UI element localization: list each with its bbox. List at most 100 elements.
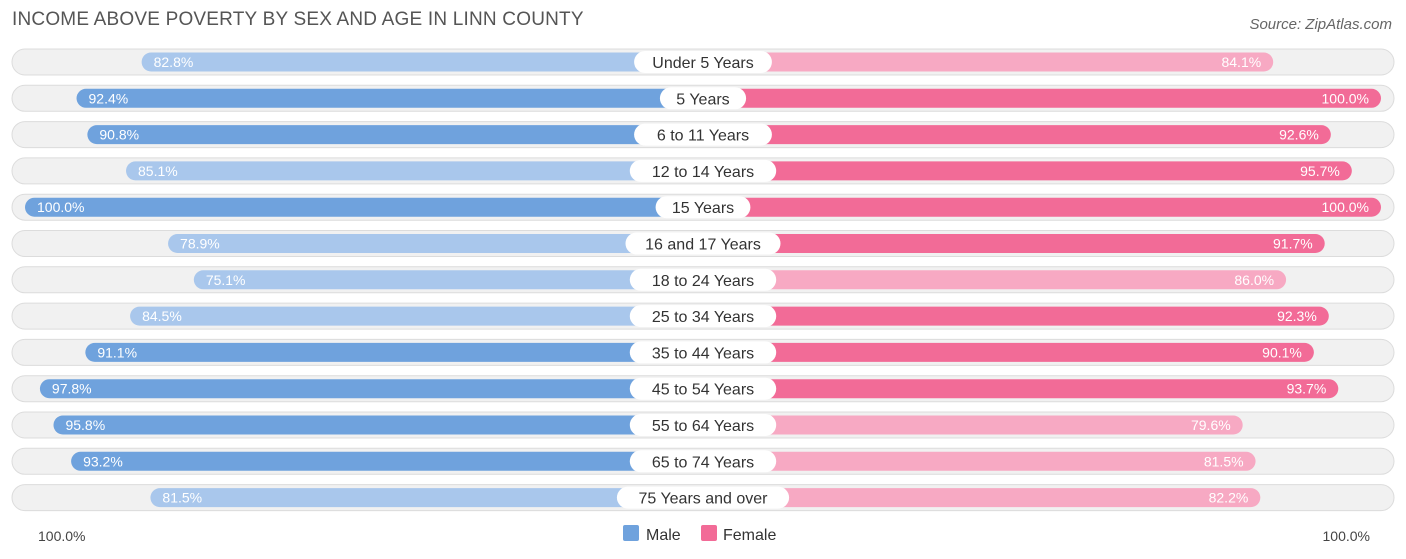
value-label-female: 81.5%: [1204, 453, 1244, 469]
value-label-female: 93.7%: [1287, 381, 1327, 397]
value-label-female: 92.6%: [1279, 127, 1319, 143]
category-label: 25 to 34 Years: [652, 309, 754, 326]
bar-male: [150, 488, 703, 508]
category-label: 6 to 11 Years: [657, 128, 749, 145]
axis-left-label: 100.0%: [38, 528, 85, 544]
category-label-background: [634, 51, 772, 73]
bar-female: [703, 415, 1243, 435]
category-label: 16 and 17 Years: [645, 237, 761, 254]
value-label-male: 81.5%: [162, 490, 202, 506]
category-label-background: [629, 268, 777, 291]
bar-male: [130, 306, 704, 326]
legend-male-label: Male: [646, 527, 681, 544]
value-label-female: 91.7%: [1273, 236, 1313, 252]
bar-male: [25, 197, 703, 217]
bar-female: [703, 125, 1331, 145]
value-label-female: 100.0%: [1322, 199, 1369, 215]
bar-male: [126, 161, 704, 181]
bar-female: [703, 161, 1352, 181]
category-label: 65 to 74 Years: [652, 454, 754, 471]
category-label: 45 to 54 Years: [652, 382, 754, 399]
axis-right-label: 100.0%: [1323, 528, 1370, 544]
value-label-male: 78.9%: [180, 236, 220, 252]
value-label-female: 92.3%: [1277, 308, 1317, 324]
category-label: 75 Years and over: [639, 491, 769, 508]
legend-male-swatch: [623, 525, 639, 541]
value-label-male: 92.4%: [89, 90, 129, 106]
chart-row: 91.1% 90.1% 35 to 44 Years: [11, 338, 1395, 366]
chart-row: 78.9% 91.7% 16 and 17 Years: [11, 230, 1395, 257]
bar-male: [193, 270, 703, 290]
chart-row: 75.1% 86.0% 18 to 24 Years: [11, 266, 1395, 294]
category-label-background: [629, 341, 777, 364]
chart-row: 85.1% 95.7% 12 to 14 Years: [11, 157, 1395, 185]
bar-male: [76, 88, 703, 108]
bar-female: [703, 306, 1329, 326]
category-label: Under 5 Years: [652, 55, 753, 72]
value-label-male: 91.1%: [97, 344, 137, 360]
bar-male: [168, 234, 704, 253]
category-label-background: [629, 450, 777, 473]
value-label-male: 95.8%: [65, 417, 105, 433]
bar-male: [141, 52, 704, 72]
chart-row: 100.0% 100.0% 15 Years: [11, 193, 1395, 221]
source-credit: Source: ZipAtlas.com: [1249, 16, 1392, 33]
value-label-male: 75.1%: [206, 272, 246, 288]
category-label-background: [655, 196, 751, 219]
value-label-female: 100.0%: [1322, 90, 1369, 106]
legend-female-swatch: [701, 525, 717, 541]
category-label-background: [629, 377, 777, 400]
bar-female: [703, 488, 1261, 508]
category-label: 55 to 64 Years: [652, 418, 754, 435]
bar-female: [703, 451, 1256, 471]
category-label-background: [616, 486, 790, 509]
category-label-background: [659, 87, 747, 110]
category-label-background: [625, 232, 781, 255]
bar-female: [703, 88, 1381, 108]
category-label-background: [634, 123, 772, 146]
chart-row: 81.5% 82.2% 75 Years and over: [11, 484, 1395, 512]
legend-female-label: Female: [723, 527, 776, 544]
value-label-female: 90.1%: [1262, 344, 1302, 360]
value-label-male: 97.8%: [52, 381, 92, 397]
value-label-female: 95.7%: [1300, 163, 1340, 179]
chart-row: 97.8% 93.7% 45 to 54 Years: [11, 375, 1395, 403]
value-label-male: 90.8%: [99, 127, 139, 143]
bar-female: [703, 379, 1339, 399]
bar-female: [703, 197, 1381, 217]
chart-title: INCOME ABOVE POVERTY BY SEX AND AGE IN L…: [12, 9, 584, 30]
bar-female: [703, 270, 1287, 290]
bar-male: [87, 125, 704, 145]
value-label-female: 79.6%: [1191, 417, 1231, 433]
chart-row: 82.8% 84.1% Under 5 Years: [11, 48, 1395, 76]
category-label: 5 Years: [676, 91, 729, 108]
value-label-male: 93.2%: [83, 453, 123, 469]
chart-row: 84.5% 92.3% 25 to 34 Years: [11, 302, 1395, 330]
category-label: 12 to 14 Years: [652, 164, 754, 181]
legend: Male Female: [623, 525, 776, 544]
category-label: 35 to 44 Years: [652, 345, 754, 362]
category-label: 18 to 24 Years: [652, 273, 754, 290]
bar-female: [703, 234, 1325, 253]
bar-female: [703, 52, 1274, 72]
value-label-female: 82.2%: [1209, 490, 1249, 506]
value-label-male: 85.1%: [138, 163, 178, 179]
category-label-background: [629, 414, 777, 436]
bar-male: [39, 379, 703, 399]
bar-male: [85, 342, 704, 362]
bar-male: [71, 451, 703, 471]
chart-row: 92.4% 100.0% 5 Years: [11, 84, 1395, 112]
chart-row: 90.8% 92.6% 6 to 11 Years: [11, 121, 1395, 149]
category-label-background: [629, 159, 777, 182]
value-label-female: 84.1%: [1221, 54, 1261, 70]
category-label: 15 Years: [672, 200, 734, 217]
chart-row: 95.8% 79.6% 55 to 64 Years: [11, 411, 1395, 439]
value-label-male: 82.8%: [154, 54, 194, 70]
chart-row: 93.2% 81.5% 65 to 74 Years: [11, 447, 1395, 475]
category-label-background: [629, 305, 777, 328]
value-label-male: 84.5%: [142, 308, 182, 324]
value-label-male: 100.0%: [37, 199, 84, 215]
value-label-female: 86.0%: [1234, 272, 1274, 288]
bar-male: [53, 415, 703, 435]
